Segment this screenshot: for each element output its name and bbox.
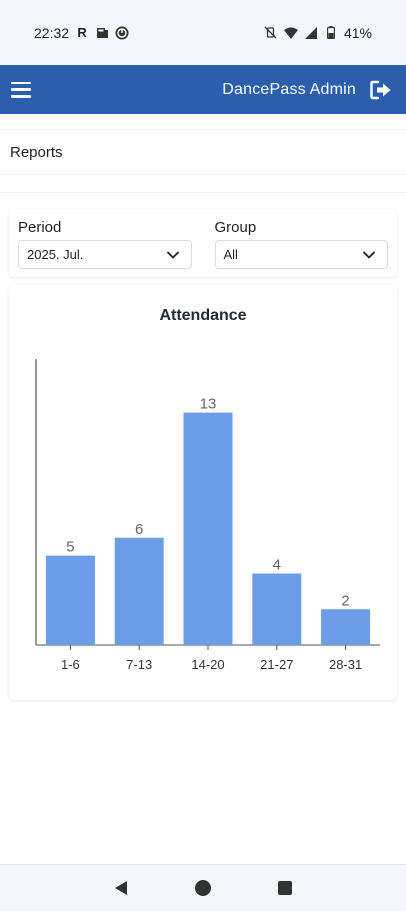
wifi-icon (283, 26, 298, 40)
status-bar: 22:32 R 41% (0, 0, 406, 65)
battery-percent: 41% (343, 24, 372, 41)
data-label: 6 (135, 521, 143, 538)
chart-bar (252, 573, 302, 645)
chart-title: Attendance (159, 307, 247, 324)
page-title: Reports (10, 143, 63, 161)
group-value: All (223, 247, 238, 262)
status-time: 22:32 (34, 24, 70, 41)
chart-bar (114, 537, 164, 645)
back-icon[interactable] (106, 873, 136, 903)
chevron-down-icon (363, 247, 375, 262)
data-label: 4 (273, 557, 281, 574)
signal-icon (304, 26, 318, 40)
page-title-row: Reports (0, 129, 406, 175)
x-tick-label: 14-20 (191, 657, 224, 672)
period-select[interactable]: 2025. Jul. (18, 240, 192, 269)
system-nav-bar (0, 864, 406, 911)
status-left: 22:32 R (34, 25, 129, 41)
x-tick-label: 1-6 (61, 657, 80, 672)
newspaper-icon (95, 26, 109, 40)
group-filter: Group All (214, 219, 388, 277)
logout-icon[interactable] (370, 79, 392, 101)
period-value: 2025. Jul. (27, 247, 84, 262)
recents-icon[interactable] (270, 873, 300, 903)
chart-bar (183, 412, 233, 645)
app-title: DancePass Admin (222, 80, 356, 98)
x-tick-label: 21-27 (260, 657, 293, 672)
period-label: Period (18, 219, 62, 236)
app-bar-right: DancePass Admin (222, 79, 392, 101)
app-bar: DancePass Admin (0, 65, 406, 114)
chart-bar (45, 555, 95, 645)
attendance-chart-card: Attendance 5 1-6 6 7-13 13 14-20 4 21-27 2 28-31 (9, 285, 397, 700)
menu-icon[interactable] (10, 79, 32, 101)
clock-app-icon (115, 26, 129, 40)
x-tick-label: 7-13 (126, 657, 152, 672)
r-icon: R (77, 25, 87, 40)
attendance-chart: 5 1-6 6 7-13 13 14-20 4 21-27 2 28-31 (35, 359, 380, 672)
home-icon[interactable] (188, 873, 218, 903)
data-label: 13 (200, 396, 217, 413)
group-select[interactable]: All (214, 240, 388, 269)
vibrate-off-icon (264, 26, 278, 40)
chart-bar (321, 609, 371, 645)
period-filter: Period 2025. Jul. (18, 219, 192, 277)
battery-icon (324, 26, 338, 40)
group-label: Group (214, 219, 257, 236)
data-label: 5 (66, 539, 74, 556)
data-label: 2 (341, 592, 349, 609)
divider (0, 192, 406, 193)
chevron-down-icon (166, 247, 179, 262)
x-tick-label: 28-31 (329, 657, 362, 672)
filter-card: Period 2025. Jul. Group All (9, 209, 397, 277)
status-right: 41% (264, 25, 372, 41)
